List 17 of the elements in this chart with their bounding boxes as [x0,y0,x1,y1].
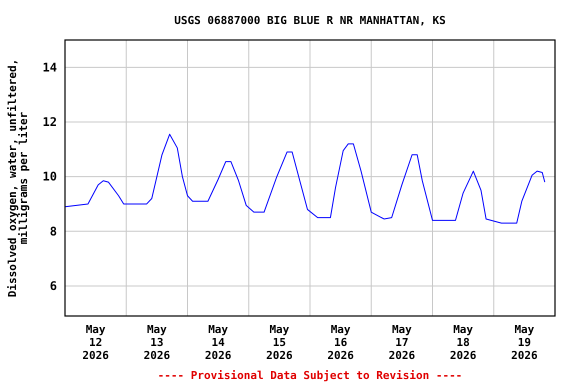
x-tick-label: May 13 2026 [144,323,170,362]
x-tick-label: May 12 2026 [82,323,110,362]
y-tick-label: 10 [42,170,57,184]
x-tick-label: May 16 2026 [327,323,354,362]
y-tick-label: 8 [50,224,57,238]
x-tick-label: May 15 2026 [266,323,293,362]
y-tick-label: 6 [50,278,57,293]
y-tick-label: 12 [42,114,57,129]
line-series [64,134,546,224]
x-tick-label: May 14 2026 [204,323,232,362]
text: ---- Provisional Data Subject to Revision ---- [158,369,462,382]
y-tick-label: 14 [42,60,57,74]
x-tick-label: May 17 2026 [388,323,416,362]
x-tick-label: May 19 2026 [511,323,538,362]
y-axis-title: Dissolved oxygen, water, unfiltered, milligrams per liter [6,58,30,298]
chart-title: USGS 06887000 BIG BLUE R NR MANHATTAN, KS [174,14,446,27]
x-tick-label: May 18 2026 [450,323,477,362]
